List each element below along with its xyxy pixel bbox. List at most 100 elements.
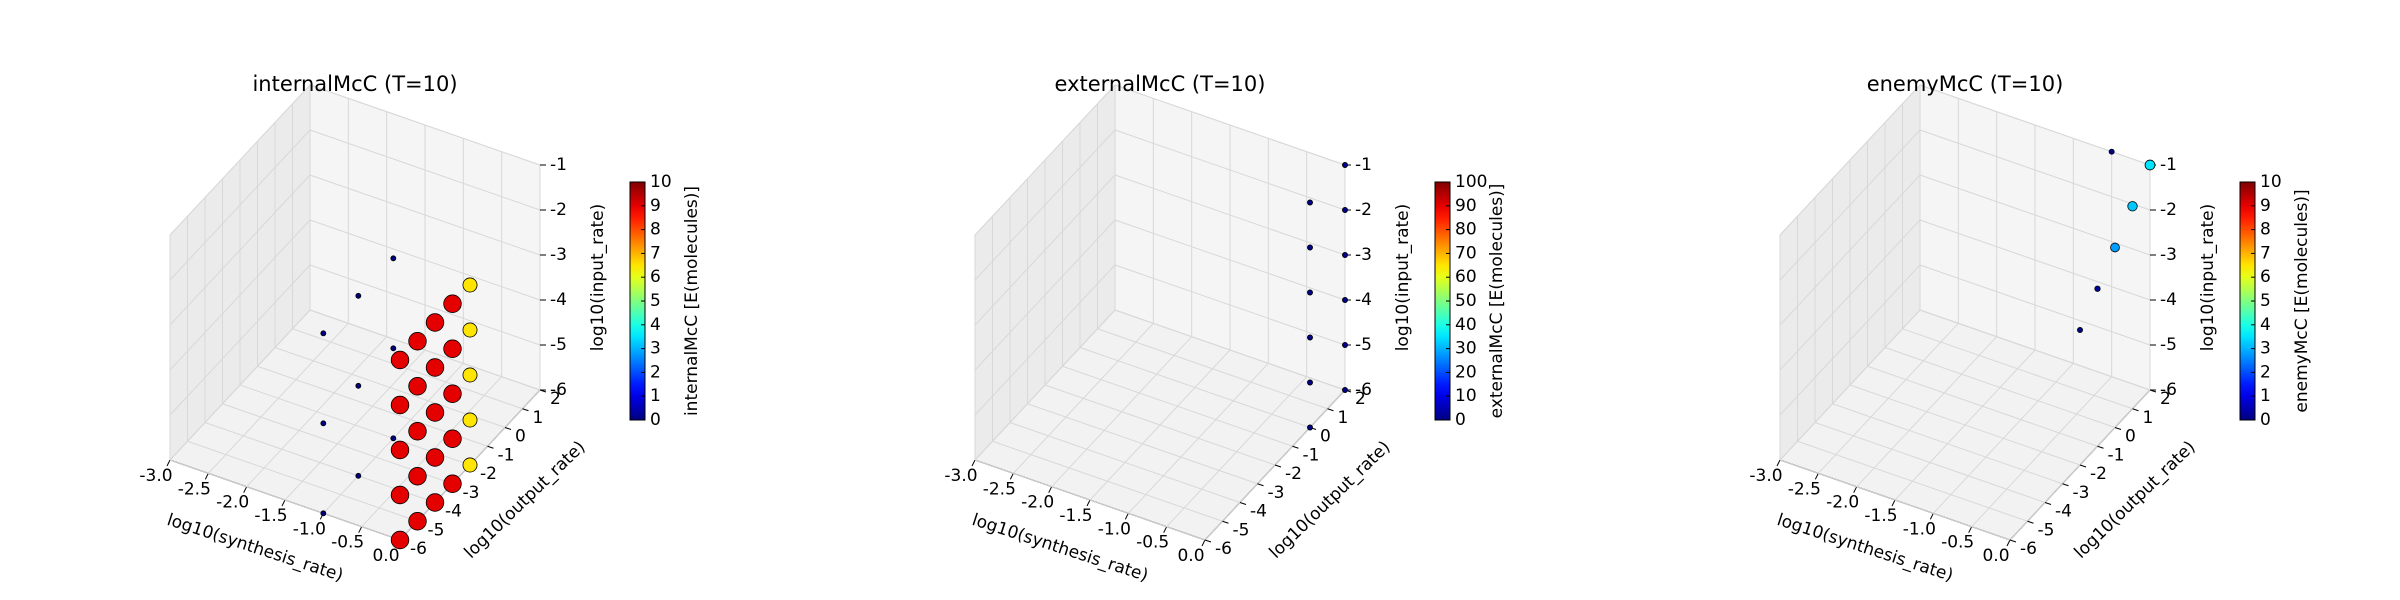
chart-title: externalMcC (T=10)	[1055, 72, 1266, 96]
point	[408, 332, 427, 351]
y-tick	[1222, 520, 1229, 524]
x-tick	[1891, 499, 1896, 507]
point	[408, 377, 427, 396]
grid-line	[1797, 216, 2028, 522]
z-tick-label: -4	[550, 290, 567, 310]
point	[390, 435, 397, 442]
z-axis-label: log10(input_rate)	[2198, 204, 2218, 352]
point	[1307, 424, 1313, 431]
x-tick-label: -1.5	[1059, 506, 1092, 526]
colorbar-tick-label: 0	[1455, 410, 1466, 430]
x-tick	[1814, 473, 1819, 480]
colorbar-tick-label: 7	[2260, 243, 2271, 263]
x-tick	[971, 459, 976, 467]
point	[355, 292, 362, 299]
colorbar-tick-label: 80	[1455, 220, 1477, 240]
y-tick-label: -6	[1215, 539, 1232, 559]
colorbar-tick-label: 100	[1455, 172, 1487, 192]
z-tick-label: -2	[550, 200, 567, 220]
y-tick-label: -2	[2090, 464, 2107, 484]
y-tick-label: -2	[480, 464, 497, 484]
grid-line	[974, 84, 1346, 236]
point	[1307, 379, 1313, 386]
x-tick-label: -2.5	[178, 479, 211, 499]
point	[462, 412, 478, 428]
point	[390, 350, 410, 370]
grid-line	[974, 174, 1346, 326]
y-tick-label: 0	[2125, 427, 2136, 447]
z-tick-label: -3	[550, 245, 567, 265]
grid-line	[292, 103, 523, 410]
y-tick-label: 2	[1355, 389, 1366, 409]
grid-line	[1009, 197, 1241, 503]
colorbar-tick-label: 4	[650, 315, 661, 335]
z-tick-label: -2	[2160, 200, 2177, 220]
colorbar-tick-label: 1	[2260, 386, 2271, 406]
y-tick	[2062, 483, 2069, 487]
x-tick	[2006, 539, 2011, 547]
point	[425, 403, 445, 422]
y-tick-label: -4	[2055, 502, 2072, 522]
y-tick-label: 1	[1338, 408, 1349, 428]
y-tick-label: -2	[1285, 464, 1302, 484]
x-tick-label: -2.5	[983, 479, 1016, 499]
point	[462, 322, 478, 338]
x-tick-label: 0.0	[372, 546, 399, 566]
grid-line	[1779, 129, 2151, 281]
x-tick	[1968, 526, 1973, 533]
point	[355, 472, 362, 479]
x-tick-label: -2.0	[1826, 493, 1859, 513]
point	[2110, 242, 2120, 253]
axes-3d: -3.0-2.5-2.0-1.5-1.0-0.50.0 -6-5-4-3-2-10…	[944, 72, 1507, 586]
x-tick-label: -3.0	[139, 466, 172, 486]
colorbar-tick-label: 3	[2260, 339, 2271, 359]
y-tick-label: -4	[445, 502, 462, 522]
x-tick-label: -0.5	[331, 533, 364, 553]
point	[408, 467, 427, 486]
z-tick-label: -6	[2160, 380, 2177, 400]
x-tick-label: -1.5	[1864, 506, 1897, 526]
colorbar-tick-label: 30	[1455, 339, 1477, 359]
z-axis-label: log10(input_rate)	[1393, 204, 1413, 352]
y-axis-label: log10(output_rate)	[2071, 437, 2200, 562]
y-tick	[1274, 464, 1282, 468]
colorbar-tick-label: 70	[1455, 243, 1477, 263]
grid-line	[169, 174, 541, 326]
point	[2127, 201, 2138, 212]
point	[1307, 244, 1313, 251]
x-tick-label: -2.5	[1788, 479, 1821, 499]
y-tick-label: 1	[533, 408, 544, 428]
grid-line	[974, 235, 1206, 541]
point	[1307, 199, 1313, 206]
point	[1342, 297, 1348, 303]
y-tick	[504, 427, 512, 430]
colorbar-label: externalMcC [E(molecules)]	[1487, 184, 1507, 419]
x-tick	[1163, 526, 1168, 533]
grid-line	[169, 219, 541, 371]
grid-line	[974, 129, 1346, 281]
colorbar-tick-label: 4	[2260, 315, 2271, 335]
point	[1342, 342, 1348, 348]
point	[1342, 387, 1348, 393]
point	[2144, 159, 2156, 171]
y-tick-label: -3	[463, 483, 480, 503]
point	[425, 493, 445, 512]
colorbar-tick-label: 10	[1455, 386, 1477, 406]
y-tick-label: -4	[1250, 502, 1267, 522]
axes-3d: -3.0-2.5-2.0-1.5-1.0-0.50.0 -6-5-4-3-2-10…	[1749, 72, 2312, 586]
y-tick-label: -6	[2020, 539, 2037, 559]
point	[408, 512, 427, 531]
grid-line	[1884, 122, 2116, 428]
y-axis-label: log10(output_rate)	[461, 437, 590, 562]
x-tick	[1124, 513, 1129, 520]
x-tick-label: 0.0	[1177, 546, 1204, 566]
grid-line	[169, 84, 541, 236]
point	[390, 485, 410, 505]
x-tick	[166, 459, 171, 467]
point	[443, 429, 462, 448]
grid-line	[1779, 219, 2151, 371]
y-tick-label: -1	[1303, 445, 1320, 465]
point	[425, 313, 445, 332]
grid-line	[1062, 141, 1293, 447]
colorbar-tick-label: 6	[2260, 267, 2271, 287]
